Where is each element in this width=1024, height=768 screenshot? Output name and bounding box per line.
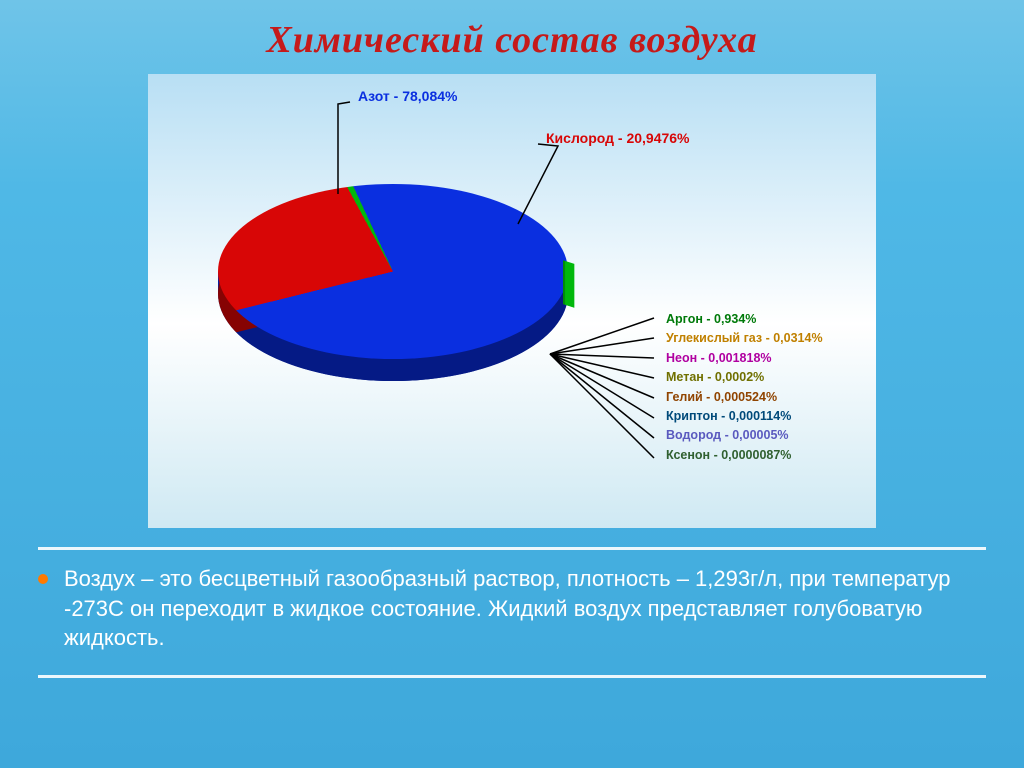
page-title: Химический состав воздуха: [0, 18, 1024, 62]
slice-label-oxygen: Кислород - 20,9476%: [546, 130, 690, 146]
footer-text: Воздух – это бесцветный газообразный рас…: [64, 564, 986, 653]
slide: Химический состав воздуха Азот - 78,084%…: [0, 0, 1024, 768]
minor-gas-0: Аргон - 0,934%: [666, 310, 823, 329]
pie-chart-panel: Азот - 78,084% Кислород - 20,9476% Аргон …: [148, 74, 876, 528]
minor-gas-6: Водород - 0,00005%: [666, 426, 823, 445]
divider-bottom: [38, 675, 986, 678]
bullet-dot-icon: [38, 574, 48, 584]
minor-gases-list: Аргон - 0,934%Углекислый газ - 0,0314%Не…: [666, 310, 823, 465]
slice-label-nitrogen: Азот - 78,084%: [358, 88, 458, 104]
minor-gas-4: Гелий - 0,000524%: [666, 388, 823, 407]
footer-block: Воздух – это бесцветный газообразный рас…: [38, 541, 986, 692]
minor-gas-1: Углекислый газ - 0,0314%: [666, 329, 823, 348]
minor-gas-7: Ксенон - 0,0000087%: [666, 446, 823, 465]
minor-gas-3: Метан - 0,0002%: [666, 368, 823, 387]
minor-gas-5: Криптон - 0,000114%: [666, 407, 823, 426]
minor-gas-2: Неон - 0,001818%: [666, 349, 823, 368]
title-text: Химический состав воздуха: [266, 19, 757, 61]
divider-top: [38, 547, 986, 550]
bullet-item: Воздух – это бесцветный газообразный рас…: [38, 564, 986, 653]
